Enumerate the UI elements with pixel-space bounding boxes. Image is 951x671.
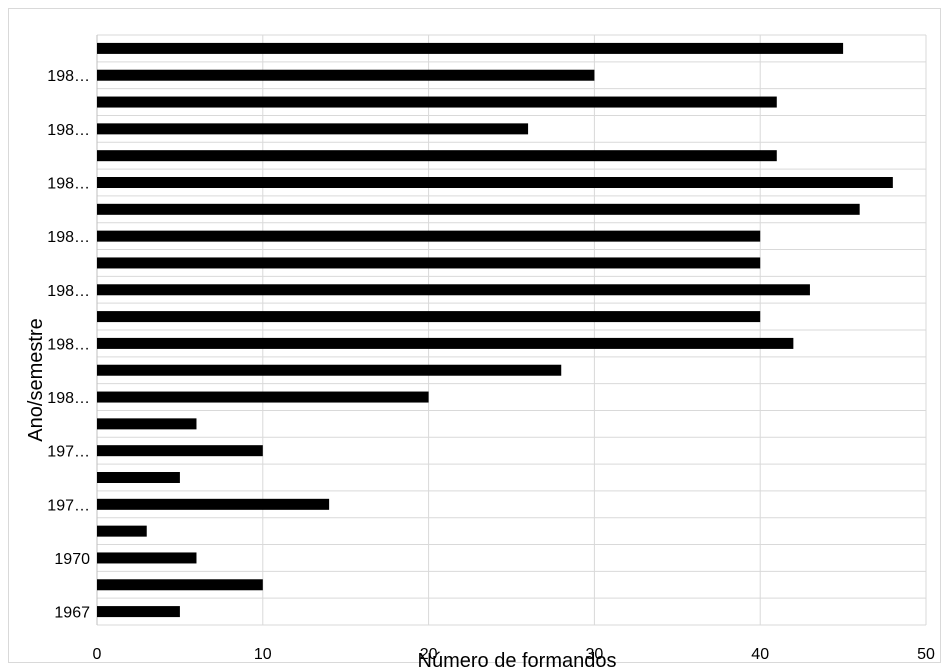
x-tick-label: 50 (917, 646, 935, 663)
bar (97, 150, 777, 162)
y-tick-label: 197… (47, 497, 90, 514)
y-tick-label: 198… (47, 336, 90, 353)
bar (97, 96, 777, 108)
bar (97, 445, 263, 457)
y-tick-label: 198… (47, 283, 90, 300)
y-tick-label: 198… (47, 390, 90, 407)
y-tick-labels: 1967 1970 197… 197… 198… 198… 198… 198… 198… 198…… (47, 68, 90, 621)
bar (97, 606, 180, 618)
bar (97, 579, 263, 591)
bar (97, 284, 810, 296)
bar (97, 257, 761, 269)
gridlines (96, 34, 927, 626)
bar (97, 498, 330, 510)
bar (97, 123, 529, 135)
y-tick-label: 198… (47, 122, 90, 139)
x-axis-title: Número de formandos (418, 650, 617, 671)
bar (97, 311, 761, 323)
y-tick-label: 1970 (54, 551, 90, 568)
bar (97, 42, 844, 54)
x-tick-labels: 0 10 20 30 40 50 (93, 646, 935, 663)
bar (97, 364, 562, 376)
x-tick-label: 40 (751, 646, 769, 663)
x-tick-label: 20 (420, 646, 438, 663)
x-tick-label: 0 (93, 646, 102, 663)
y-tick-label: 197… (47, 444, 90, 461)
y-tick-label: 198… (47, 229, 90, 246)
bar (97, 337, 794, 349)
bar (97, 69, 595, 81)
bars (97, 42, 893, 618)
y-axis-title: Ano/semestre (25, 318, 47, 441)
bar (97, 552, 197, 564)
bar (97, 472, 180, 483)
bar (97, 230, 761, 242)
y-tick-label: 198… (47, 176, 90, 193)
x-tick-label: 30 (586, 646, 604, 663)
bar (97, 203, 860, 215)
y-tick-label: 1967 (54, 605, 90, 622)
x-tick-label: 10 (254, 646, 272, 663)
y-tick-label: 198… (47, 68, 90, 85)
bar (97, 418, 197, 430)
bar (97, 177, 893, 188)
bar (97, 391, 429, 403)
bar (97, 525, 147, 537)
